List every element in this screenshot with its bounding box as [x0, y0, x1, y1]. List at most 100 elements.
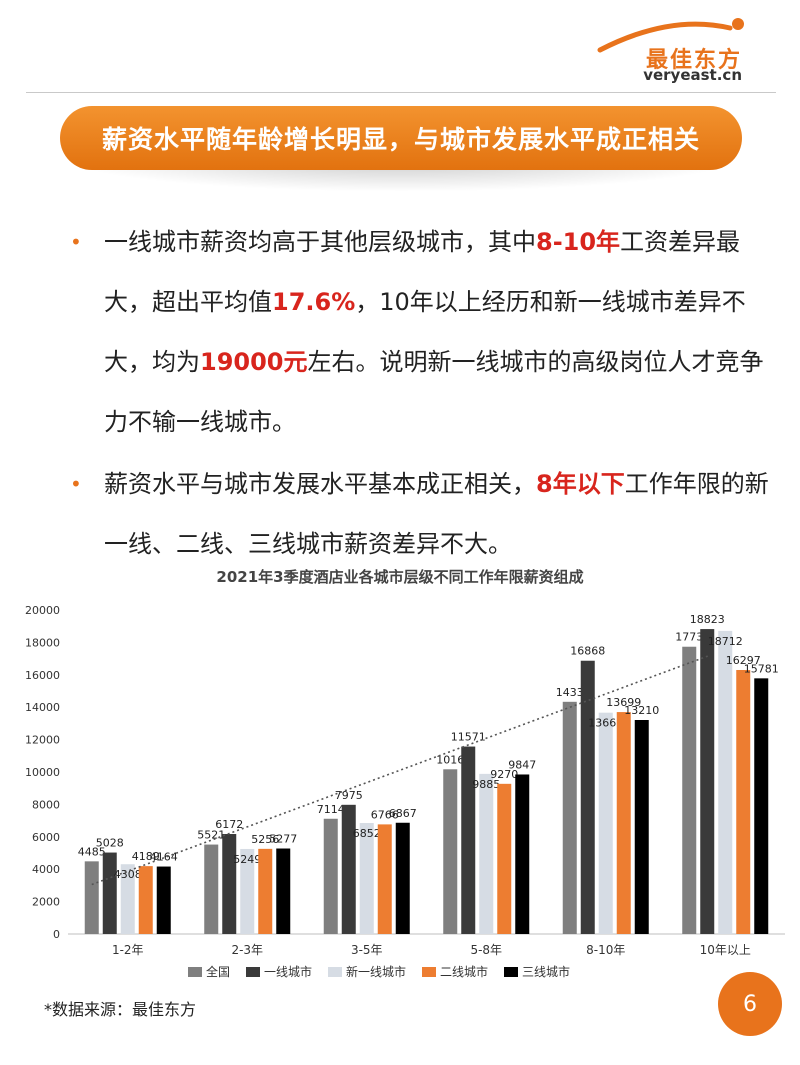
x-tick-label: 8-10年: [586, 943, 625, 957]
x-tick-label: 10年以上: [700, 943, 751, 957]
bar: [479, 773, 494, 934]
bar: [102, 852, 117, 934]
legend-swatch: [422, 967, 436, 977]
data-label: 1433: [556, 686, 584, 699]
bar: [120, 864, 135, 934]
data-label: 15781: [744, 662, 779, 675]
bullet-item: 一线城市薪资均高于其他层级城市，其中8-10年工资差异最大，超出平均值17.6%…: [70, 212, 770, 452]
y-tick-label: 18000: [25, 636, 60, 649]
data-label: 4189: [132, 850, 160, 863]
bar: [323, 818, 338, 934]
y-tick-label: 20000: [25, 604, 60, 617]
bar: [562, 701, 577, 934]
bullet-item: 薪资水平与城市发展水平基本成正相关，8年以下工作年限的新一线、二线、三线城市薪资…: [70, 454, 770, 574]
data-label: 5256: [251, 833, 279, 846]
data-label: 6766: [371, 808, 399, 821]
legend-swatch: [328, 967, 342, 977]
data-label: 9270: [490, 768, 518, 781]
banner-title: 薪资水平随年龄增长明显，与城市发展水平成正相关: [101, 125, 700, 154]
data-label: 5521: [197, 829, 225, 842]
highlight-text: 19000元: [200, 348, 308, 376]
bar: [497, 783, 512, 934]
data-label: 5277: [269, 833, 297, 846]
legend-swatch: [188, 967, 202, 977]
logo-english-text: veryeast.cn: [643, 66, 742, 84]
y-tick-label: 6000: [32, 831, 60, 844]
salary-chart: 2021年3季度酒店业各城市层级不同工作年限薪资组成 0 2000 4000 6000 8…: [25, 568, 785, 979]
y-tick-label: 0: [53, 928, 60, 941]
bar: [138, 866, 153, 934]
data-label: 5249: [233, 853, 261, 866]
data-label: 13661: [588, 717, 623, 730]
bar: [156, 866, 171, 934]
bar: [634, 719, 649, 934]
data-label: 1016: [436, 753, 464, 766]
bar: [359, 822, 374, 934]
bar: [598, 712, 613, 934]
chart-title: 2021年3季度酒店业各城市层级不同工作年限薪资组成: [216, 568, 583, 586]
bar: [718, 630, 733, 934]
data-label: 7975: [335, 789, 363, 802]
data-label: 5028: [96, 837, 124, 850]
bullet-text: 工资差异最大，超出平均值: [104, 228, 741, 316]
highlight-text: 17.6%: [272, 288, 356, 316]
x-tick-label: 1-2年: [112, 943, 144, 957]
y-tick-label: 12000: [25, 734, 60, 747]
highlight-text: 8年以下: [536, 470, 625, 498]
bar: [84, 861, 99, 934]
data-label: 6172: [215, 818, 243, 831]
data-label: 4308: [114, 868, 142, 881]
y-tick-label: 4000: [32, 863, 60, 876]
data-label: 13210: [624, 704, 659, 717]
header-divider: [26, 92, 776, 93]
bar: [377, 824, 392, 934]
data-label: 6852: [353, 827, 381, 840]
y-tick-label: 14000: [25, 701, 60, 714]
bar: [754, 678, 769, 934]
bar: [443, 769, 458, 934]
legend-swatch: [504, 967, 518, 977]
data-label: 18823: [690, 613, 725, 626]
data-label: 1773: [675, 631, 703, 644]
y-tick-label: 8000: [32, 798, 60, 811]
y-tick-label: 2000: [32, 896, 60, 909]
y-tick-label: 10000: [25, 766, 60, 779]
bar: [240, 848, 255, 934]
bullet-text: 薪资水平与城市发展水平基本成正相关，: [104, 470, 536, 498]
legend-label: 新一线城市: [346, 964, 406, 979]
legend-label: 一线城市: [264, 964, 312, 979]
y-tick-label: 16000: [25, 669, 60, 682]
logo: 最佳东方 veryeast.cn: [580, 14, 780, 84]
highlight-text: 8-10年: [536, 228, 621, 256]
bar: [222, 834, 237, 934]
data-source-note: *数据来源：最佳东方: [44, 1000, 197, 1019]
bullet-text: 一线城市薪资均高于其他层级城市，其中: [104, 228, 536, 256]
bullet-text: 左右。说明新一线城市的高级岗位人才竞争力不输一线城市。: [104, 348, 764, 436]
x-tick-label: 5-8年: [470, 943, 502, 957]
data-label: 13699: [606, 696, 641, 709]
bar: [276, 848, 291, 934]
data-label: 9885: [472, 778, 500, 791]
legend-label: 二线城市: [440, 964, 488, 979]
bar: [616, 712, 631, 934]
data-label: 16868: [570, 645, 605, 658]
bullet-text: ，10年以上经历和新一线城市差异不大，均为: [104, 288, 746, 376]
bar: [258, 848, 273, 934]
bar: [461, 746, 476, 934]
bar: [204, 844, 219, 934]
title-banner: 薪资水平随年龄增长明显，与城市发展水平成正相关: [60, 106, 742, 170]
bar: [682, 646, 697, 934]
x-tick-label: 3-5年: [351, 943, 383, 957]
bar: [700, 629, 715, 934]
data-label: 11571: [451, 731, 486, 744]
data-label: 4485: [78, 845, 106, 858]
bullet-text: 工作年限的新一线、二线、三线城市薪资差异不大。: [104, 470, 769, 558]
data-label: 18712: [708, 635, 743, 648]
bar: [515, 774, 530, 934]
page-number: 6: [718, 972, 782, 1036]
logo-chinese-text: 最佳东方: [645, 48, 742, 73]
legend-label: 全国: [206, 964, 230, 979]
bullet-list: 一线城市薪资均高于其他层级城市，其中8-10年工资差异最大，超出平均值17.6%…: [70, 212, 770, 576]
data-label: 7114: [317, 803, 345, 816]
logo-swoosh-icon: [597, 18, 744, 53]
